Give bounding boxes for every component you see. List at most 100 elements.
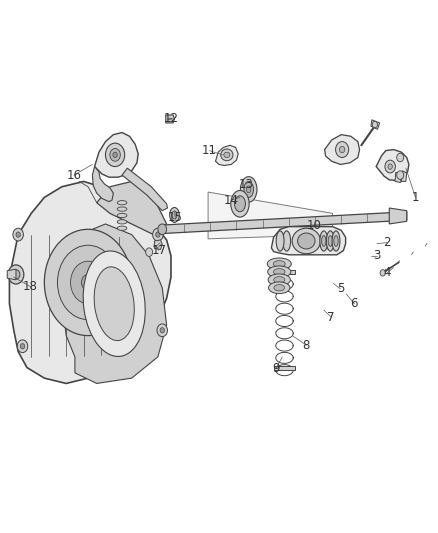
Polygon shape (97, 181, 166, 235)
Text: 14: 14 (224, 193, 239, 207)
Ellipse shape (117, 200, 127, 205)
Circle shape (372, 122, 378, 128)
Ellipse shape (268, 274, 290, 286)
Ellipse shape (231, 190, 249, 217)
Polygon shape (402, 171, 407, 181)
Ellipse shape (268, 266, 291, 278)
Circle shape (155, 232, 160, 237)
Ellipse shape (328, 236, 332, 246)
Text: 4: 4 (383, 266, 391, 279)
Ellipse shape (326, 231, 334, 251)
Ellipse shape (283, 231, 290, 251)
Text: 12: 12 (163, 112, 178, 125)
Circle shape (106, 143, 125, 166)
Polygon shape (274, 367, 295, 370)
Text: 5: 5 (337, 282, 344, 295)
Circle shape (380, 270, 385, 276)
Text: 3: 3 (373, 249, 381, 262)
Circle shape (57, 245, 119, 320)
Circle shape (152, 228, 163, 241)
Text: 2: 2 (383, 236, 391, 249)
Ellipse shape (94, 267, 134, 341)
Polygon shape (10, 181, 171, 383)
Ellipse shape (332, 231, 340, 251)
Ellipse shape (117, 226, 127, 230)
Ellipse shape (274, 285, 285, 291)
Circle shape (20, 344, 25, 349)
Polygon shape (166, 115, 174, 123)
Ellipse shape (117, 220, 127, 224)
Text: 15: 15 (168, 211, 183, 224)
Polygon shape (274, 270, 295, 274)
Circle shape (158, 224, 166, 235)
Circle shape (339, 147, 345, 153)
Ellipse shape (267, 258, 291, 270)
Polygon shape (122, 168, 167, 211)
Text: 10: 10 (307, 219, 321, 231)
Circle shape (13, 228, 23, 241)
Circle shape (336, 142, 349, 158)
Ellipse shape (297, 233, 315, 249)
Ellipse shape (244, 181, 254, 197)
Polygon shape (395, 172, 402, 182)
Ellipse shape (234, 196, 245, 212)
Ellipse shape (240, 176, 257, 202)
Circle shape (397, 154, 404, 162)
Circle shape (397, 171, 404, 179)
Text: 11: 11 (202, 144, 217, 157)
Ellipse shape (334, 236, 338, 246)
Ellipse shape (117, 213, 127, 217)
Ellipse shape (170, 207, 179, 222)
Polygon shape (154, 240, 162, 249)
Circle shape (16, 232, 20, 237)
Polygon shape (62, 224, 166, 383)
Ellipse shape (273, 269, 285, 275)
Polygon shape (92, 166, 113, 201)
Polygon shape (208, 192, 332, 239)
Circle shape (8, 265, 24, 284)
Ellipse shape (321, 236, 326, 246)
Polygon shape (371, 120, 380, 130)
Text: 16: 16 (67, 168, 81, 182)
Ellipse shape (274, 277, 285, 283)
Ellipse shape (273, 261, 285, 267)
Circle shape (44, 229, 132, 336)
Text: 9: 9 (272, 362, 279, 375)
Ellipse shape (221, 149, 233, 161)
Circle shape (71, 261, 106, 304)
Circle shape (157, 324, 167, 337)
Circle shape (81, 274, 95, 290)
Ellipse shape (172, 211, 177, 219)
Text: 1: 1 (412, 191, 419, 204)
Ellipse shape (117, 207, 127, 211)
Polygon shape (325, 135, 360, 165)
Ellipse shape (292, 228, 321, 254)
Text: 7: 7 (328, 311, 335, 324)
Circle shape (12, 270, 20, 279)
Polygon shape (95, 133, 138, 177)
Circle shape (146, 248, 152, 256)
Circle shape (388, 164, 392, 169)
Polygon shape (7, 269, 16, 280)
Circle shape (110, 149, 120, 161)
Ellipse shape (224, 152, 230, 158)
Text: 8: 8 (303, 338, 310, 352)
Text: 13: 13 (239, 177, 254, 191)
Ellipse shape (268, 282, 290, 294)
Ellipse shape (320, 231, 328, 251)
Text: 17: 17 (151, 244, 166, 257)
Ellipse shape (247, 186, 251, 193)
Polygon shape (389, 208, 407, 224)
Text: 6: 6 (350, 297, 358, 310)
Text: 18: 18 (23, 280, 38, 293)
Ellipse shape (276, 231, 284, 251)
Polygon shape (376, 150, 409, 180)
Circle shape (160, 328, 164, 333)
Circle shape (17, 340, 28, 353)
Ellipse shape (83, 251, 145, 357)
Circle shape (385, 160, 396, 173)
Polygon shape (162, 212, 407, 233)
Polygon shape (272, 227, 346, 255)
Circle shape (113, 152, 117, 158)
Polygon shape (215, 146, 238, 165)
